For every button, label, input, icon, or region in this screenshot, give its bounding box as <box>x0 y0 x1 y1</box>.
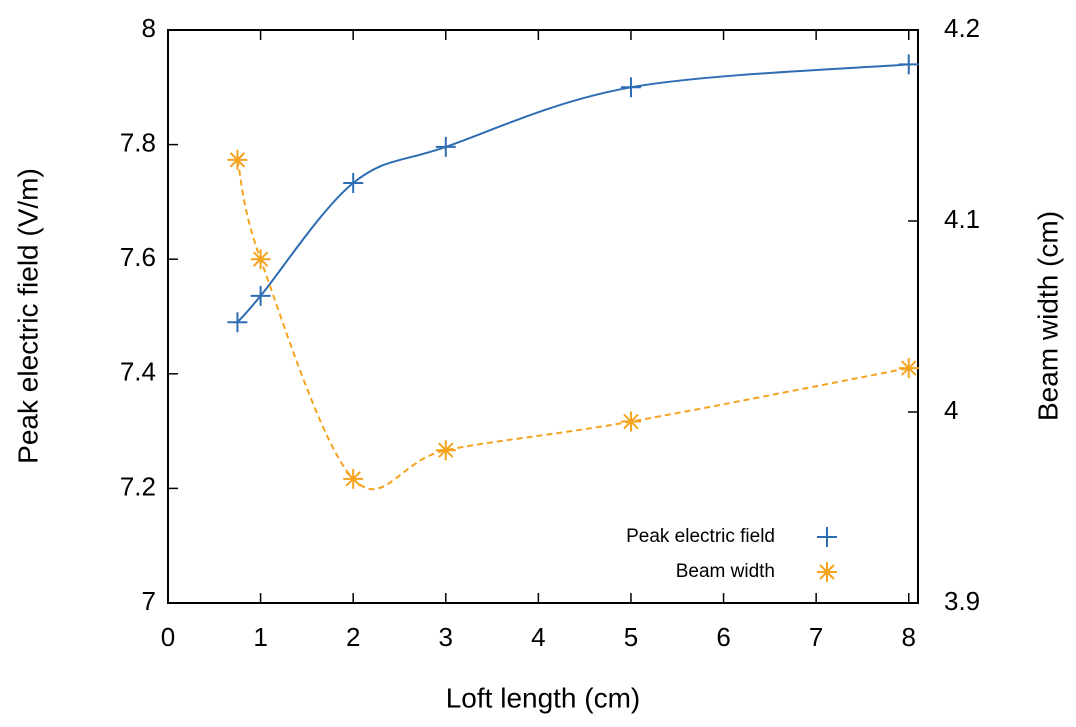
series-line <box>236 159 909 491</box>
x-tick-label: 6 <box>716 622 730 652</box>
y-axis-label: Peak electric field (V/m) <box>12 168 43 464</box>
legend-label: Beam width <box>676 561 775 582</box>
data-point <box>620 411 641 432</box>
x-tick-label: 5 <box>624 622 638 652</box>
y2-tick-label: 4.2 <box>944 13 980 43</box>
legend-marker <box>817 527 837 547</box>
data-point <box>343 172 364 193</box>
y2-axis-label: Beam width (cm) <box>1032 211 1063 421</box>
legend-marker <box>817 562 837 582</box>
y-tick-label: 7.8 <box>120 127 156 157</box>
x-tick-label: 8 <box>902 622 916 652</box>
x-axis-label: Loft length (cm) <box>446 682 641 713</box>
x-tick-label: 3 <box>439 622 453 652</box>
data-point <box>250 249 271 270</box>
y-tick-label: 7 <box>142 586 156 616</box>
data-point <box>435 136 456 157</box>
data-point <box>227 149 248 170</box>
series-line <box>236 63 909 323</box>
x-tick-label: 1 <box>253 622 267 652</box>
x-tick-label: 0 <box>161 622 175 652</box>
x-tick-label: 7 <box>809 622 823 652</box>
y2-tick-label: 3.9 <box>944 586 980 616</box>
data-point <box>898 358 919 379</box>
y-tick-label: 7.4 <box>120 357 156 387</box>
y-tick-label: 7.2 <box>120 471 156 501</box>
y2-tick-label: 4 <box>944 395 958 425</box>
y-tick-label: 8 <box>142 13 156 43</box>
data-point <box>343 468 364 489</box>
plot-frame <box>167 29 919 604</box>
data-point <box>898 54 919 75</box>
y-tick-label: 7.6 <box>120 242 156 272</box>
data-point <box>620 77 641 98</box>
data-point <box>227 312 248 333</box>
y2-tick-label: 4.1 <box>944 204 980 234</box>
x-tick-label: 4 <box>531 622 545 652</box>
legend-label: Peak electric field <box>626 526 775 547</box>
data-point <box>435 440 456 461</box>
data-point <box>250 285 271 306</box>
x-tick-label: 2 <box>346 622 360 652</box>
